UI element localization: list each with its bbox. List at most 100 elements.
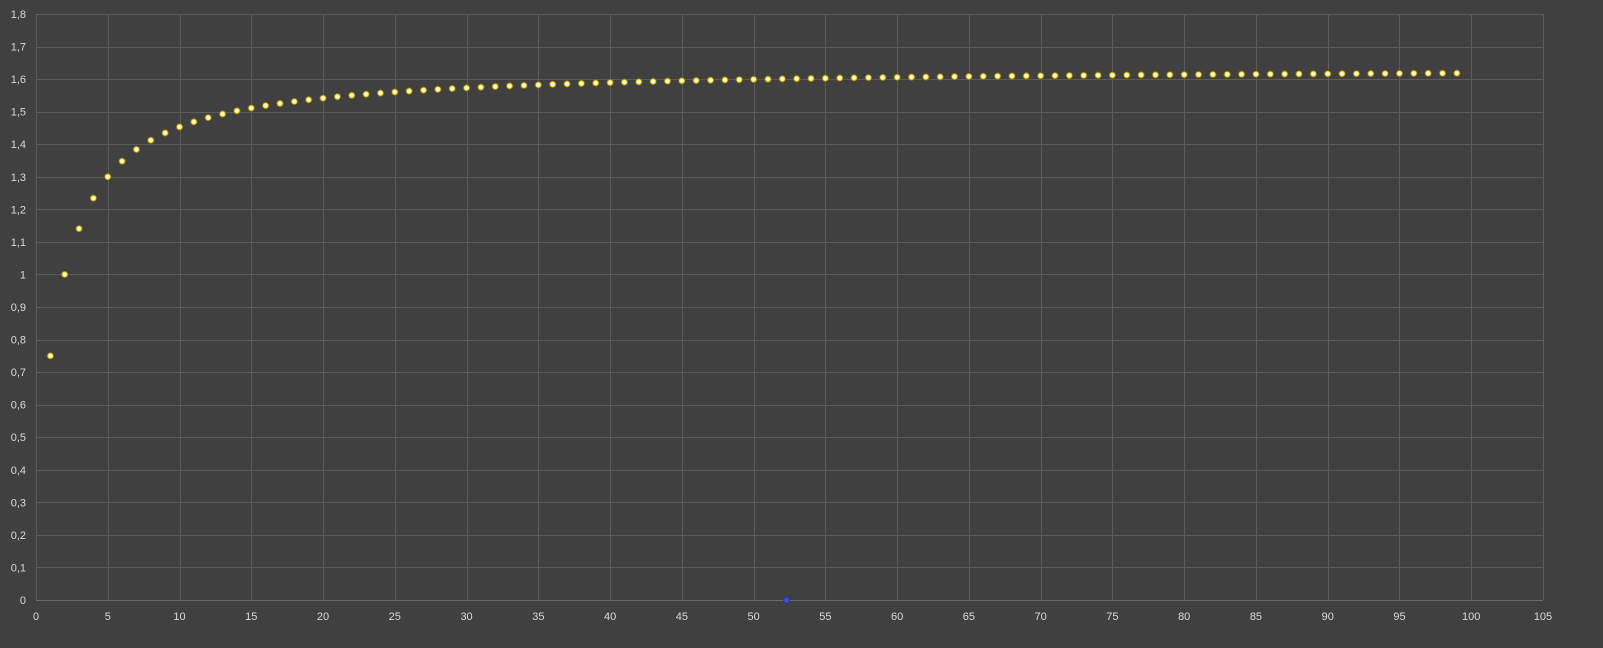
data-point <box>1281 70 1289 78</box>
data-point <box>218 110 227 118</box>
data-point <box>577 79 585 88</box>
data-point <box>405 87 413 95</box>
x-tick-label: 5 <box>105 611 111 623</box>
x-tick-label: 75 <box>1106 611 1118 623</box>
data-point <box>448 84 456 93</box>
data-point <box>391 88 399 96</box>
x-axis-tick-labels: 0 5 10 15 20 25 30 35 40 45 50 55 60 65 70 75 80 85 90 95 10… <box>33 611 1552 623</box>
data-point <box>994 72 1002 80</box>
data-point <box>118 157 126 165</box>
y-tick-label: 1 <box>20 269 26 281</box>
y-tick-label: 0,3 <box>11 497 26 509</box>
data-point <box>836 74 844 82</box>
data-point <box>821 74 829 82</box>
x-tick-label: 45 <box>676 611 688 623</box>
x-tick-label: 85 <box>1250 611 1262 623</box>
data-point <box>549 80 557 88</box>
x-tick-label: 35 <box>532 611 544 623</box>
y-tick-label: 0,2 <box>11 530 26 542</box>
data-point <box>692 76 700 85</box>
x-tick-label: 10 <box>173 611 185 623</box>
x-tick-label: 70 <box>1035 611 1047 623</box>
data-point <box>1410 69 1418 77</box>
data-point <box>1180 71 1188 79</box>
data-point-outlier <box>783 596 791 604</box>
data-point <box>132 145 141 154</box>
data-points <box>46 69 1461 604</box>
data-point <box>1137 71 1145 79</box>
data-point <box>190 118 198 126</box>
y-tick-label: 1,6 <box>11 74 26 86</box>
data-point <box>1123 71 1131 79</box>
data-point <box>1338 70 1346 78</box>
data-point <box>563 80 571 88</box>
y-tick-label: 0,6 <box>11 400 26 412</box>
data-point <box>305 96 313 104</box>
data-point <box>620 78 629 86</box>
data-point <box>419 86 428 94</box>
data-point <box>247 104 255 112</box>
data-point <box>1037 72 1045 80</box>
data-point <box>276 99 284 108</box>
data-point <box>879 73 887 82</box>
data-point <box>1295 70 1303 78</box>
data-point <box>1051 72 1059 80</box>
y-tick-label: 0,9 <box>11 302 26 314</box>
data-point <box>663 77 672 85</box>
y-tick-label: 1,3 <box>11 172 26 184</box>
data-point <box>793 75 801 83</box>
y-tick-label: 0,1 <box>11 562 26 574</box>
data-point <box>678 77 686 85</box>
y-tick-label: 1,4 <box>11 139 26 151</box>
data-point <box>950 73 959 81</box>
data-point <box>362 90 370 98</box>
data-point <box>764 75 772 83</box>
data-point <box>750 75 758 84</box>
data-point <box>721 76 729 84</box>
data-point <box>735 76 743 84</box>
data-point <box>506 82 514 90</box>
data-point <box>534 81 542 89</box>
y-tick-label: 1,5 <box>11 107 26 119</box>
data-point <box>1209 70 1217 79</box>
data-point <box>1080 71 1088 79</box>
data-point <box>1424 69 1432 77</box>
data-point <box>491 82 499 91</box>
x-tick-label: 90 <box>1322 611 1334 623</box>
data-point <box>376 89 385 97</box>
y-axis-tick-labels: 0 0,1 0,2 0,3 0,4 0,5 0,6 0,7 0,8 0,9 1 1,1 1,2 1,3 1,… <box>11 9 26 607</box>
y-tick-label: 1,2 <box>11 204 26 216</box>
data-point <box>706 76 715 84</box>
data-point <box>477 83 485 91</box>
data-point <box>1395 69 1404 78</box>
x-tick-label: 105 <box>1534 611 1552 623</box>
data-point <box>462 84 471 92</box>
data-point <box>104 173 112 181</box>
y-tick-label: 0,4 <box>11 465 26 477</box>
y-tick-label: 1,8 <box>11 9 26 21</box>
data-point <box>649 77 657 86</box>
x-tick-label: 95 <box>1393 611 1405 623</box>
data-point <box>907 73 916 81</box>
data-point <box>1324 70 1332 78</box>
data-point <box>864 74 873 82</box>
data-point <box>348 91 356 99</box>
y-tick-label: 1,1 <box>11 237 26 249</box>
y-tick-label: 0,7 <box>11 367 26 379</box>
data-point <box>61 270 69 279</box>
data-point <box>1065 71 1073 80</box>
data-point <box>807 74 815 83</box>
data-point <box>175 123 184 131</box>
data-point <box>333 93 341 101</box>
data-point <box>979 72 987 80</box>
x-tick-label: 65 <box>963 611 975 623</box>
x-tick-label: 20 <box>317 611 329 623</box>
data-point <box>1022 72 1030 80</box>
data-point <box>1367 69 1375 78</box>
y-tick-label: 1,7 <box>11 42 26 54</box>
data-point <box>1252 70 1260 78</box>
data-point <box>46 352 54 360</box>
gridlines <box>36 14 1544 601</box>
